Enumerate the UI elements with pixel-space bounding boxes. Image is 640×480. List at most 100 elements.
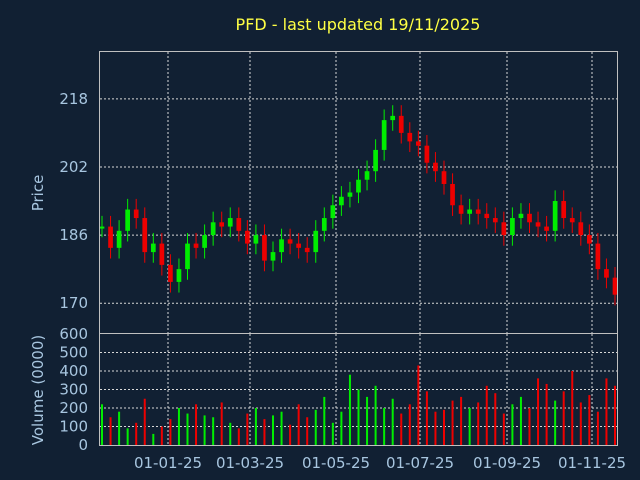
candle-body xyxy=(108,226,113,248)
date-tick-label: 01-07-25 xyxy=(386,454,454,472)
candle-body xyxy=(544,226,549,231)
volume-tick-label: 400 xyxy=(59,362,88,380)
candle-body xyxy=(219,222,225,227)
volume-bar xyxy=(588,395,591,445)
candle-body xyxy=(467,209,473,214)
candle-body xyxy=(407,132,413,142)
candle-body xyxy=(133,209,139,219)
volume-bar xyxy=(614,385,616,445)
volume-bar xyxy=(468,408,471,445)
volume-bar xyxy=(289,424,292,445)
candle-body xyxy=(287,239,293,244)
volume-bar xyxy=(554,400,557,445)
volume-bar xyxy=(417,365,420,445)
candle-body xyxy=(99,226,105,229)
volume-bar xyxy=(545,383,548,445)
volume-panel-frame xyxy=(99,333,618,446)
candle-body xyxy=(527,213,532,223)
date-tick-labels: 01-01-25 01-03-25 01-05-25 01-07-25 01-09-25… xyxy=(134,454,626,472)
volume-bar xyxy=(101,404,103,445)
candle-body xyxy=(398,115,404,133)
volume-bar xyxy=(383,408,386,445)
date-tick-label: 01-05-25 xyxy=(302,454,370,472)
candle-body xyxy=(510,218,515,236)
candle-body xyxy=(364,171,370,180)
candle-body xyxy=(142,218,148,253)
volume-tick-label: 100 xyxy=(59,418,88,436)
price-candles xyxy=(99,105,618,306)
volume-bar xyxy=(109,417,112,445)
candle-body xyxy=(270,252,276,261)
candle-body xyxy=(433,162,438,172)
candle-body xyxy=(193,243,199,248)
candle-body xyxy=(116,230,122,248)
candle-body xyxy=(168,264,173,282)
candle-body xyxy=(595,243,601,270)
volume-bar xyxy=(425,391,428,445)
candle-body xyxy=(390,115,396,121)
volume-bar xyxy=(537,378,540,445)
price-tick-label: 170 xyxy=(59,294,88,312)
volume-bar xyxy=(195,404,198,445)
candle-body xyxy=(313,230,319,253)
volume-tick-label: 500 xyxy=(59,344,88,362)
volume-bar xyxy=(323,396,326,445)
date-tick-label: 01-03-25 xyxy=(216,454,284,472)
candle-body xyxy=(279,239,284,253)
volume-bar xyxy=(391,398,394,445)
candle-body xyxy=(569,218,575,223)
volume-bar xyxy=(374,385,377,445)
volume-bar xyxy=(143,398,146,445)
volume-bar xyxy=(280,411,283,445)
volume-bar xyxy=(434,411,437,445)
candle-body xyxy=(244,230,250,244)
candle-body xyxy=(202,235,207,248)
volume-tick-label: 600 xyxy=(59,325,88,343)
volume-bar xyxy=(169,419,172,445)
volume-bar xyxy=(152,433,155,445)
volume-bar xyxy=(203,415,206,445)
candle-body xyxy=(604,269,609,278)
candle-body xyxy=(321,218,327,231)
candle-body xyxy=(518,213,524,219)
volume-bar xyxy=(562,391,565,445)
volume-axis-label: Volume (0000) xyxy=(29,335,47,445)
volume-bar xyxy=(571,371,574,445)
candle-body xyxy=(227,218,233,227)
date-tick-label: 01-09-25 xyxy=(473,454,541,472)
volume-bar xyxy=(126,428,129,445)
candle-body xyxy=(339,196,344,206)
candle-body xyxy=(475,209,481,214)
volume-bar xyxy=(451,400,454,445)
candle-body xyxy=(441,171,447,184)
candle-body xyxy=(330,205,336,219)
volume-bar xyxy=(460,396,463,445)
volume-bar xyxy=(212,417,215,445)
volume-bar xyxy=(348,374,351,445)
volume-bar xyxy=(118,411,121,445)
candle-body xyxy=(561,201,567,219)
volume-bar xyxy=(314,409,317,445)
volume-bar xyxy=(511,404,514,445)
candle-body xyxy=(501,222,507,236)
volume-grid xyxy=(100,334,617,445)
candle-body xyxy=(185,243,190,270)
candle-body xyxy=(424,145,430,163)
volume-tick-label: 300 xyxy=(59,381,88,399)
price-tick-labels: 170 186 202 218 xyxy=(59,90,88,312)
volume-bars xyxy=(101,365,616,445)
volume-bar xyxy=(528,408,531,445)
candle-body xyxy=(262,235,267,261)
candle-body xyxy=(458,205,464,214)
candle-body xyxy=(492,218,498,223)
volume-bar xyxy=(331,422,334,445)
volume-bar xyxy=(340,411,343,445)
volume-tick-label: 0 xyxy=(78,436,88,454)
volume-bar xyxy=(443,409,445,445)
volume-bar xyxy=(579,402,582,445)
candle-body xyxy=(253,235,259,244)
price-tick-label: 218 xyxy=(59,90,88,108)
volume-bar xyxy=(605,378,608,445)
volume-bar xyxy=(400,413,403,445)
candle-body xyxy=(612,277,618,295)
